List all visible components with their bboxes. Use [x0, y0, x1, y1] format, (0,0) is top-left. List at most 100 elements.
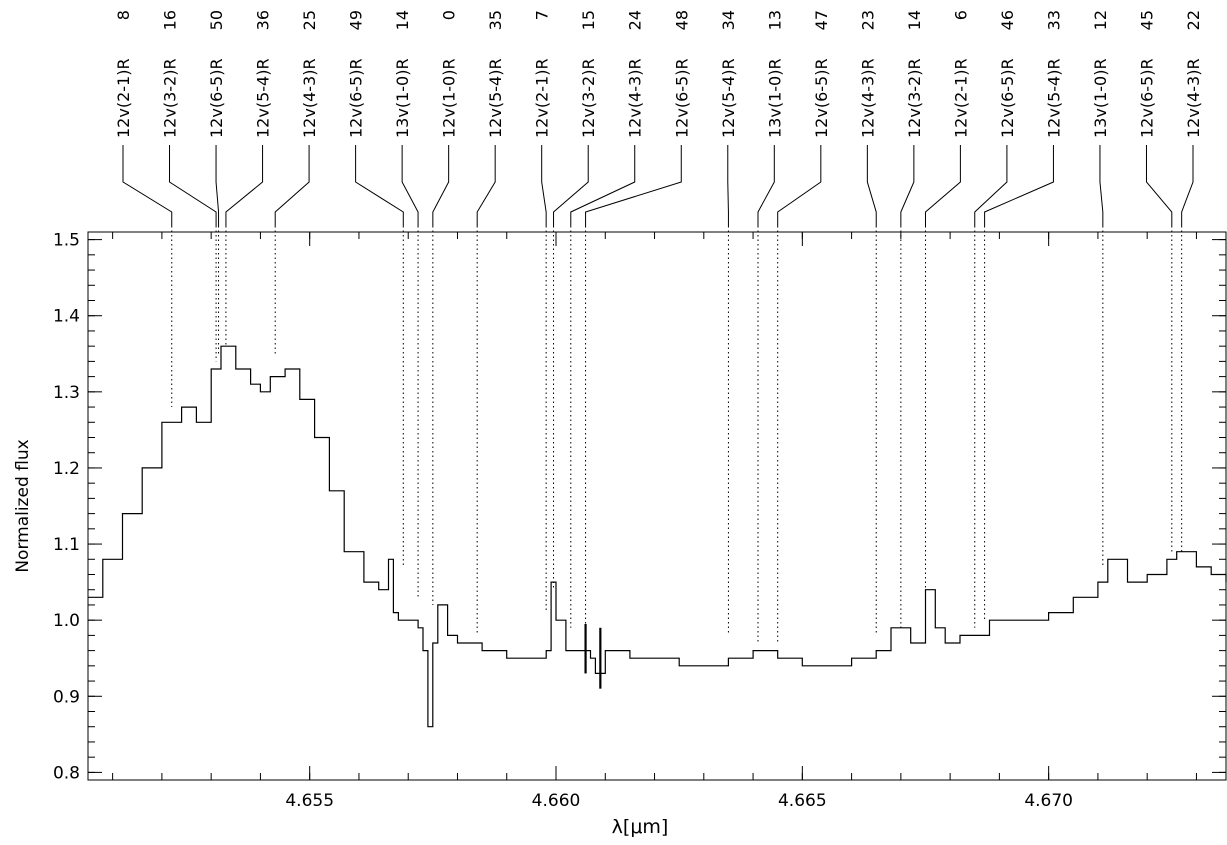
- marker-transition-label: 12v(3-2)R: [905, 58, 924, 138]
- y-tick-label: 1.0: [53, 611, 80, 631]
- marker-transition-label: 12v(3-2)R: [161, 58, 180, 138]
- marker-j-label: 49: [347, 10, 366, 30]
- marker-j-label: 24: [626, 10, 645, 30]
- y-tick-label: 1.3: [53, 383, 80, 403]
- line-id-marker: 12v(1-0)R 0: [432, 10, 459, 605]
- marker-transition-label: 12v(6-5)R: [1137, 58, 1156, 138]
- marker-leader-line: [215, 145, 220, 226]
- line-id-markers: 12v(2-1)R812v(3-2)R1612v(6-5)R5012v(5-4)…: [114, 10, 1203, 643]
- marker-leader-line: [866, 145, 877, 226]
- line-id-marker: 12v(5-4)R 35: [476, 10, 505, 636]
- line-id-marker: 12v(6-5)R 48: [585, 10, 691, 636]
- y-tick-label: 0.9: [53, 687, 80, 707]
- marker-j-label: 14: [905, 10, 924, 30]
- marker-leader-line: [777, 145, 822, 226]
- y-tick-label: 1.5: [53, 231, 80, 251]
- marker-transition-label: 12v(5-4)R: [254, 58, 273, 138]
- y-tick-label: 1.4: [53, 307, 80, 327]
- marker-transition-label: 12v(4-3)R: [626, 58, 645, 138]
- marker-leader-line: [727, 145, 729, 226]
- marker-j-label: 14: [393, 10, 412, 30]
- marker-leader-line: [757, 145, 775, 226]
- marker-j-label: 34: [719, 10, 738, 30]
- marker-transition-label: 12v(6-5)R: [672, 58, 691, 138]
- line-id-marker: 12v(5-4)R 34: [719, 10, 738, 636]
- marker-transition-label: 12v(1-0)R: [440, 58, 459, 138]
- line-id-marker: 12v(6-5)R 47: [777, 10, 831, 643]
- marker-j-label: 8: [114, 10, 133, 20]
- marker-transition-label: 12v(3-2)R: [579, 58, 598, 138]
- marker-transition-label: 13v(1-0)R: [765, 58, 784, 138]
- x-tick-label: 4.660: [532, 791, 581, 811]
- marker-leader-line: [1099, 145, 1104, 226]
- line-id-marker: 12v(4-3)R 24: [570, 10, 645, 628]
- marker-transition-label: 12v(5-4)R: [719, 58, 738, 138]
- line-id-marker: 12v(4-3)R 22: [1181, 10, 1203, 552]
- marker-transition-label: 12v(5-4)R: [486, 58, 505, 138]
- line-id-marker: 12v(3-2)R 16: [161, 10, 217, 362]
- marker-j-label: 15: [579, 10, 598, 30]
- marker-leader-line: [585, 145, 682, 226]
- marker-j-label: 35: [486, 10, 505, 30]
- line-id-marker: 12v(4-3)R 23: [858, 10, 877, 636]
- marker-j-label: 22: [1184, 10, 1203, 30]
- y-axis-ticks: 0.8 0.9 1.0 1.1 1.2 1.3 1.4 1.5: [53, 231, 1226, 783]
- marker-transition-label: 12v(5-4)R: [1044, 58, 1063, 138]
- marker-transition-label: 12v(6-5)R: [347, 58, 366, 138]
- marker-j-label: 16: [161, 10, 180, 30]
- marker-leader-line: [169, 145, 217, 226]
- x-tick-label: 4.665: [778, 791, 827, 811]
- marker-j-label: 45: [1137, 10, 1156, 30]
- line-id-marker: 12v(2-1)R 8: [114, 10, 173, 408]
- x-tick-label: 4.670: [1024, 791, 1073, 811]
- x-axis-label: λ[μm]: [612, 816, 669, 838]
- marker-j-label: 33: [1044, 10, 1063, 30]
- marker-j-label: 6: [951, 10, 970, 20]
- line-id-marker: 12v(6-5)R 46: [974, 10, 1017, 628]
- line-id-marker: 12v(6-5)R 45: [1137, 10, 1173, 552]
- marker-leader-line: [553, 145, 589, 226]
- plot-area-frame: [87, 231, 1227, 781]
- spike-marks: [584, 623, 602, 689]
- line-id-marker: 12v(5-4)R 36: [225, 10, 273, 347]
- marker-transition-label: 13v(1-0)R: [1091, 58, 1110, 138]
- marker-transition-label: 12v(2-1)R: [951, 58, 970, 138]
- line-id-marker: 13v(1-0)R 12: [1091, 10, 1110, 567]
- x-tick-label: 4.655: [285, 791, 334, 811]
- marker-transition-label: 13v(1-0)R: [393, 58, 412, 138]
- line-id-marker: 12v(5-4)R 33: [984, 10, 1063, 621]
- line-id-marker: 13v(1-0)R 14: [393, 10, 419, 598]
- y-tick-label: 0.8: [53, 763, 80, 783]
- marker-leader-line: [274, 145, 310, 226]
- marker-j-label: 0: [440, 10, 459, 20]
- line-id-marker: 12v(2-1)R 7: [533, 10, 552, 613]
- marker-j-label: 12: [1091, 10, 1110, 30]
- marker-transition-label: 12v(2-1)R: [114, 58, 133, 138]
- marker-leader-line: [1181, 145, 1194, 226]
- marker-leader-line: [225, 145, 264, 226]
- marker-j-label: 25: [300, 10, 319, 30]
- y-axis-label: Normalized flux: [13, 439, 33, 572]
- marker-leader-line: [122, 145, 173, 226]
- spectrum-series-line: [88, 345, 1227, 728]
- marker-leader-line: [355, 145, 404, 226]
- marker-leader-line: [924, 145, 961, 226]
- line-id-marker: 12v(4-3)R 25: [274, 10, 319, 354]
- marker-j-label: 46: [998, 10, 1017, 30]
- marker-transition-label: 12v(4-3)R: [1184, 58, 1203, 138]
- marker-transition-label: 12v(6-5)R: [812, 58, 831, 138]
- marker-transition-label: 12v(6-5)R: [998, 58, 1017, 138]
- marker-leader-line: [476, 145, 496, 226]
- marker-leader-line: [974, 145, 1008, 226]
- marker-transition-label: 12v(6-5)R: [207, 58, 226, 138]
- line-id-marker: 12v(3-2)R 15: [553, 10, 598, 590]
- marker-leader-line: [401, 145, 419, 226]
- marker-j-label: 7: [533, 10, 552, 20]
- marker-transition-label: 12v(2-1)R: [533, 58, 552, 138]
- marker-leader-line: [432, 145, 450, 226]
- marker-transition-label: 12v(4-3)R: [300, 58, 319, 138]
- y-tick-label: 1.2: [53, 459, 80, 479]
- line-id-marker: 12v(3-2)R 14: [900, 10, 924, 628]
- marker-leader-line: [570, 145, 636, 226]
